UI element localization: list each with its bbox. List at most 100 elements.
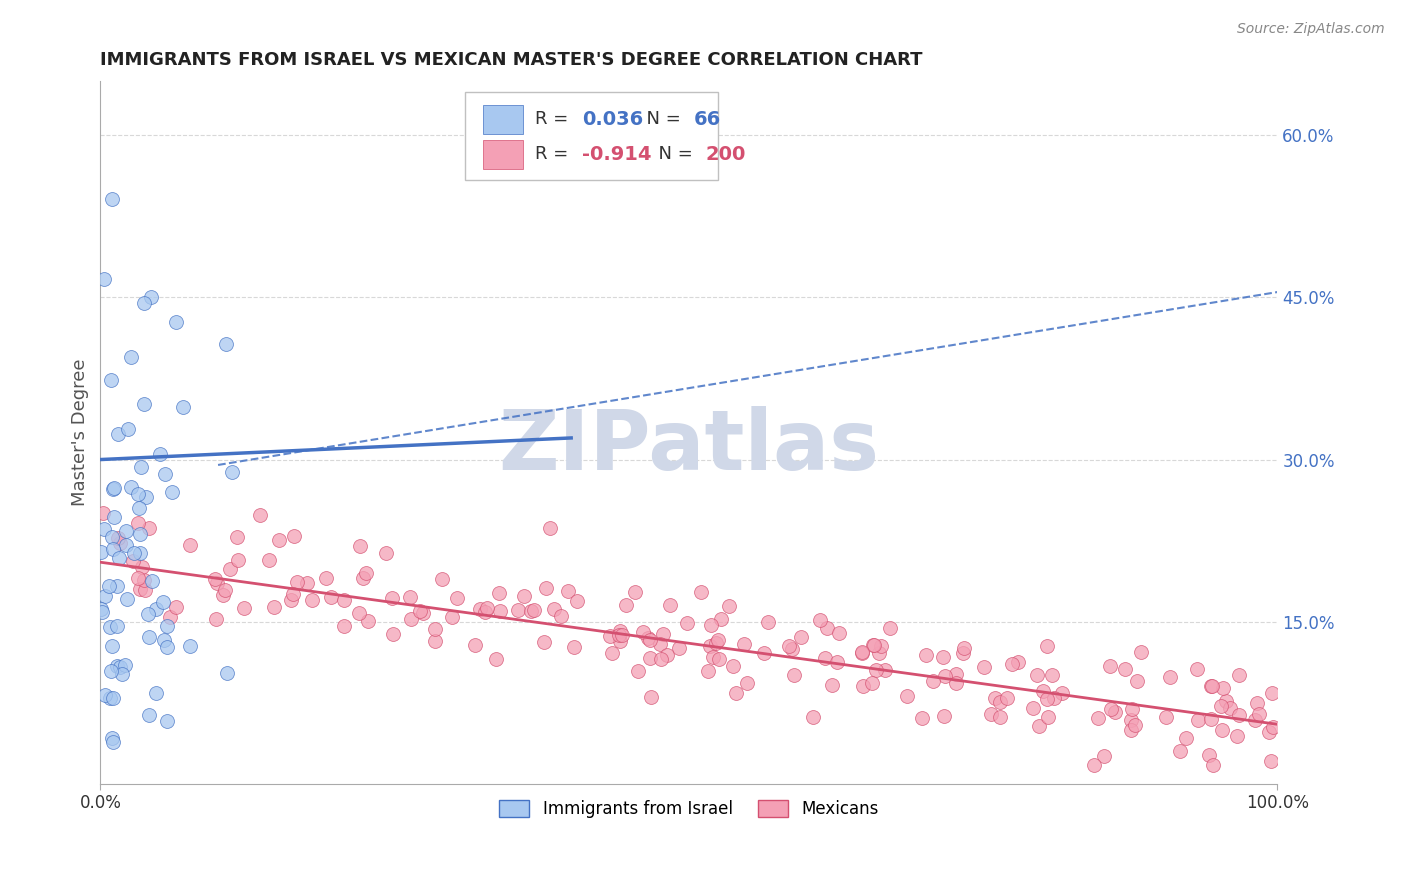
Point	[879, 621, 901, 635]
Point	[1198, 747, 1220, 762]
Point	[101, 731, 124, 746]
Point	[1257, 724, 1279, 739]
Point	[651, 627, 673, 641]
Point	[1121, 714, 1143, 728]
Text: 66: 66	[693, 110, 721, 128]
Point	[1035, 639, 1057, 653]
Point	[249, 508, 271, 522]
Point	[522, 603, 544, 617]
Point	[721, 659, 744, 673]
Point	[267, 533, 290, 548]
Point	[648, 637, 671, 651]
FancyBboxPatch shape	[465, 92, 718, 179]
Point	[101, 735, 124, 749]
Point	[1032, 684, 1054, 698]
Point	[221, 465, 243, 479]
Point	[115, 538, 138, 552]
Point	[423, 633, 446, 648]
Point	[430, 573, 453, 587]
Point	[100, 373, 122, 387]
Point	[98, 691, 121, 706]
Point	[111, 667, 134, 681]
Point	[614, 598, 637, 612]
Point	[1087, 711, 1109, 725]
Point	[808, 613, 831, 627]
Point	[700, 618, 723, 632]
Point	[381, 591, 404, 605]
Point	[1000, 657, 1022, 671]
Point	[97, 579, 120, 593]
Point	[1121, 701, 1143, 715]
Point	[121, 554, 143, 568]
Point	[226, 553, 249, 567]
Point	[1028, 719, 1050, 733]
Point	[156, 714, 179, 729]
Point	[1119, 723, 1142, 737]
Point	[132, 397, 155, 411]
Point	[352, 571, 374, 585]
Point	[990, 695, 1012, 709]
Point	[100, 664, 122, 678]
Point	[259, 553, 281, 567]
Point	[100, 530, 122, 544]
Point	[280, 592, 302, 607]
Point	[638, 632, 661, 647]
Point	[287, 574, 309, 589]
Point	[91, 506, 114, 520]
Point	[446, 591, 468, 605]
Point	[1025, 668, 1047, 682]
Point	[105, 619, 128, 633]
Point	[153, 467, 176, 481]
Point	[101, 639, 124, 653]
Point	[717, 599, 740, 613]
Point	[790, 630, 813, 644]
Point	[952, 640, 974, 655]
Point	[668, 641, 690, 656]
Point	[179, 639, 201, 653]
Point	[155, 640, 177, 654]
Point	[120, 351, 142, 365]
Point	[128, 500, 150, 515]
Point	[357, 615, 380, 629]
Point	[896, 690, 918, 704]
Point	[94, 589, 117, 603]
Point	[825, 656, 848, 670]
Point	[1211, 723, 1233, 737]
Point	[915, 648, 938, 662]
Point	[135, 490, 157, 504]
Point	[519, 604, 541, 618]
Point	[623, 585, 645, 599]
Point	[136, 607, 159, 622]
Point	[162, 485, 184, 500]
Point	[1050, 686, 1073, 700]
Point	[1022, 700, 1045, 714]
Point	[127, 516, 149, 530]
Point	[659, 599, 682, 613]
Text: R =: R =	[534, 111, 574, 128]
Text: N =: N =	[647, 145, 697, 163]
Point	[814, 650, 837, 665]
Point	[1129, 645, 1152, 659]
Point	[696, 664, 718, 678]
Point	[609, 634, 631, 648]
Point	[120, 480, 142, 494]
Point	[1261, 686, 1284, 700]
Point	[1185, 662, 1208, 676]
Point	[138, 521, 160, 535]
Point	[631, 624, 654, 639]
Point	[851, 646, 873, 660]
Point	[131, 560, 153, 574]
Point	[801, 710, 824, 724]
Point	[1099, 702, 1122, 716]
Point	[107, 531, 129, 545]
Point	[315, 571, 337, 585]
Point	[932, 649, 955, 664]
Point	[538, 521, 561, 535]
Point	[301, 592, 323, 607]
Point	[205, 612, 228, 626]
Legend: Immigrants from Israel, Mexicans: Immigrants from Israel, Mexicans	[492, 793, 884, 824]
Point	[735, 676, 758, 690]
Point	[655, 648, 678, 662]
Point	[557, 583, 579, 598]
Point	[945, 666, 967, 681]
